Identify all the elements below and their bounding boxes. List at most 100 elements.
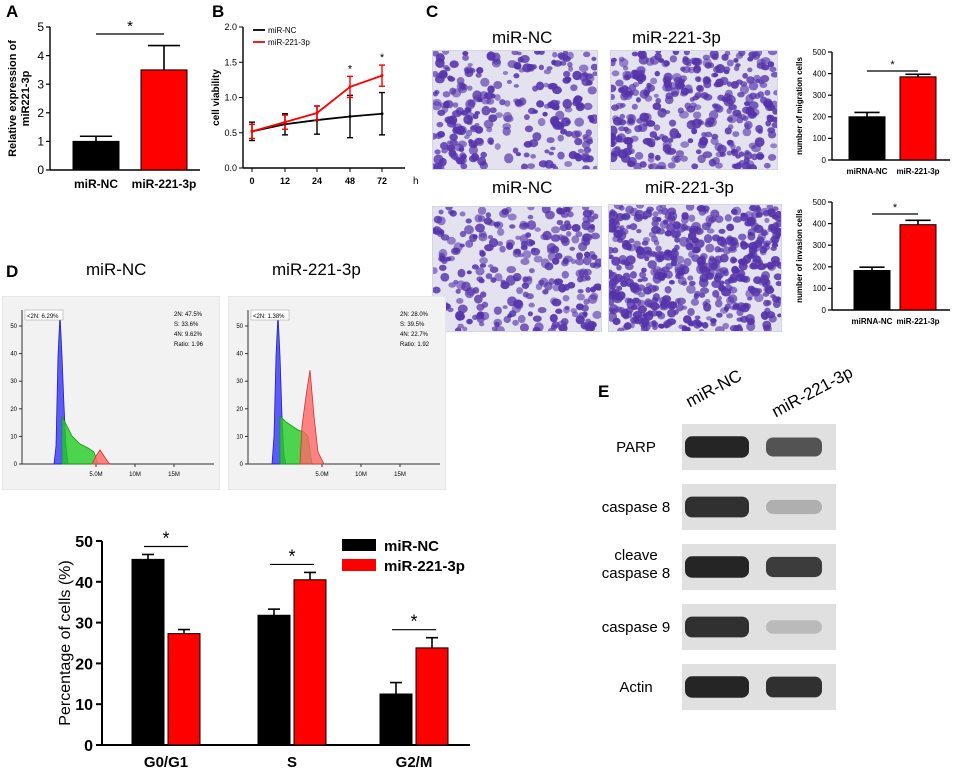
stained-cell [652,211,659,218]
stained-cell [632,310,642,319]
stained-cell [538,160,549,168]
stained-cell [459,211,466,217]
stained-cell [540,258,550,269]
stained-cell [767,227,773,233]
stained-cell [525,293,534,300]
stained-cell [551,226,561,234]
stained-cell [566,231,572,237]
stained-cell [619,113,626,120]
stained-cell [433,132,438,140]
stained-cell [570,84,578,92]
stained-cell [505,207,512,214]
y-tick-label: 50 [75,534,93,551]
stained-cell [655,205,663,212]
stat-line: 4N: 9.62% [174,332,203,338]
invasion-bar-chart: 0 100 200 300 400 500 miRNA-NC miR-221-3p * numbe… [795,198,950,326]
significance-star: * [162,528,169,548]
stained-cell [651,220,659,227]
category-label: miR-221-3p [132,177,197,191]
stained-cell [675,303,684,312]
stained-cell [555,308,563,314]
stained-cell [660,300,668,309]
stat-line: 2N: 47.5% [174,312,203,318]
y-tick-label: 1.5 [224,57,237,67]
stained-cell [704,131,713,138]
stained-cell [646,82,652,88]
stained-cell [694,65,701,71]
stained-cell [700,266,711,276]
stained-cell [474,110,481,115]
invasion-label-nc: miR-NC [492,178,553,197]
y-tick-label: 1.0 [224,93,237,103]
stained-cell [746,76,755,84]
stained-cell [583,240,591,246]
stained-cell [622,65,629,71]
stained-cell [557,121,564,127]
stained-cell [694,76,701,82]
stained-cell [622,70,631,79]
stained-cell [570,258,577,265]
stained-cell [476,66,484,74]
stained-cell [711,72,718,78]
stained-cell [623,322,632,330]
stained-cell [742,127,752,137]
stained-cell [557,151,565,160]
stained-cell [478,322,485,327]
stained-cell [699,252,708,261]
stained-cell [592,310,601,319]
stained-cell [437,130,446,138]
category-label: miRNA-NC [847,167,888,176]
y-axis-label: number of invasion cells [795,209,804,303]
stained-cell [735,269,746,278]
stained-cell [681,280,688,286]
stained-cell [465,129,473,137]
stained-cell [565,130,573,137]
stained-cell [536,100,545,108]
stained-cell [487,234,494,240]
stained-cell [544,149,550,154]
stat-line: 4N: 22.7% [400,332,429,338]
stained-cell [583,51,591,58]
stained-cell [714,215,724,224]
stained-cell [764,102,772,109]
y-tick-label: 3 [37,77,44,91]
stained-cell [695,321,704,327]
data-point [283,120,287,124]
stained-cell [748,251,758,258]
stained-cell [762,282,768,288]
stained-cell [711,157,720,165]
significance-star: * [380,52,385,64]
stained-cell [615,79,624,87]
stained-cell [754,93,761,100]
stained-cell [748,81,759,91]
stained-cell [511,51,519,56]
stained-cell [667,162,676,169]
stained-cell [745,94,754,104]
stained-cell [633,162,642,169]
stained-cell [523,152,530,158]
x-tick-label: 0 [249,176,254,186]
stained-cell [708,255,715,262]
stained-cell [654,136,661,141]
stained-cell [745,289,755,299]
stained-cell [455,288,461,294]
stained-cell [542,111,548,117]
stained-cell [726,150,733,156]
stained-cell [664,285,672,294]
stained-cell [647,260,657,269]
stained-cell [555,252,563,260]
stained-cell [590,254,598,261]
blot-band [766,556,822,578]
stained-cell [516,287,524,295]
stained-cell [726,296,735,306]
stained-cell [644,95,653,102]
stained-cell [632,69,639,76]
stained-cell [711,280,722,288]
stained-cell [736,308,744,317]
stained-cell [702,58,712,68]
stained-cell [644,256,650,262]
gate-label: <2N: 1.38% [253,314,285,320]
stained-cell [691,163,699,169]
stained-cell [550,146,556,151]
stained-cell [754,137,765,147]
